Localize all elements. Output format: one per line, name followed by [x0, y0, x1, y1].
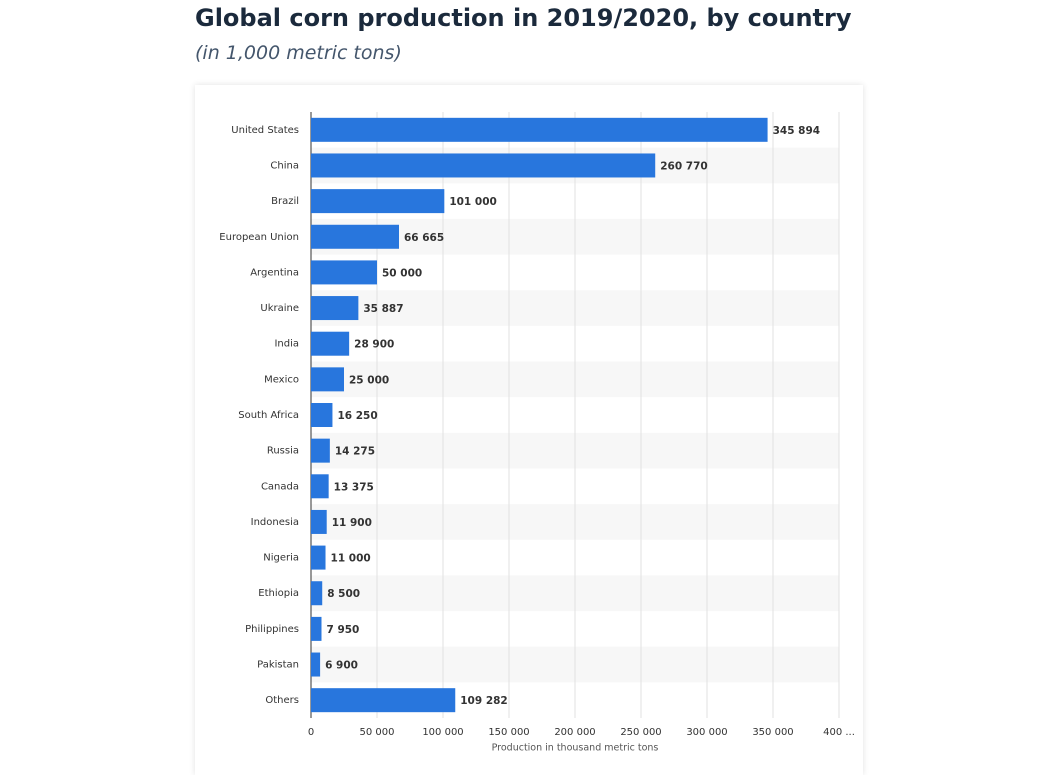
bar — [311, 260, 377, 285]
y-tick-label: Ukraine — [260, 303, 299, 314]
chart-title: Global corn production in 2019/2020, by … — [195, 4, 852, 32]
bar — [311, 403, 333, 427]
x-axis-label: Production in thousand metric tons — [492, 743, 659, 754]
y-tick-label: Others — [265, 695, 299, 706]
value-label: 8 500 — [327, 588, 360, 600]
y-tick-label: Russia — [267, 446, 299, 457]
value-label: 260 770 — [660, 160, 708, 172]
y-tick-label: Ethiopia — [258, 588, 299, 599]
x-tick-label: 250 000 — [620, 727, 661, 738]
value-label: 11 900 — [332, 517, 372, 529]
bar — [311, 367, 344, 392]
bar — [311, 616, 322, 641]
value-label: 345 894 — [773, 125, 821, 137]
bar — [311, 189, 445, 214]
y-tick-label: South Africa — [238, 410, 299, 421]
value-label: 14 275 — [335, 446, 375, 458]
value-label: 16 250 — [337, 410, 377, 422]
bar — [311, 652, 321, 677]
y-tick-label: United States — [231, 125, 299, 136]
y-tick-label: Pakistan — [257, 660, 299, 671]
bar — [311, 224, 399, 249]
y-tick-label: Indonesia — [251, 517, 299, 528]
x-tick-label: 400 ... — [823, 727, 855, 738]
y-tick-label: Argentina — [250, 267, 299, 278]
value-label: 101 000 — [449, 196, 497, 208]
value-label: 109 282 — [460, 695, 508, 707]
x-tick-label: 150 000 — [488, 727, 529, 738]
value-label: 6 900 — [325, 660, 358, 672]
y-tick-label: Philippines — [245, 624, 299, 635]
value-label: 66 665 — [404, 232, 444, 244]
y-tick-label: India — [274, 339, 299, 350]
value-label: 28 900 — [354, 339, 394, 351]
y-tick-label: China — [270, 160, 299, 171]
bar — [311, 331, 350, 356]
bar — [311, 688, 456, 713]
bar — [311, 153, 656, 178]
bar — [311, 581, 323, 606]
y-tick-label: European Union — [219, 232, 299, 243]
x-tick-label: 300 000 — [686, 727, 727, 738]
value-label: 11 000 — [331, 553, 371, 565]
bar — [311, 545, 326, 570]
x-tick-label: 350 000 — [752, 727, 793, 738]
value-label: 25 000 — [349, 374, 389, 386]
chart-subtitle: (in 1,000 metric tons) — [195, 42, 402, 64]
y-tick-label: Brazil — [271, 196, 299, 207]
x-tick-label: 50 000 — [360, 727, 395, 738]
value-label: 7 950 — [326, 624, 359, 636]
y-tick-label: Mexico — [264, 374, 299, 385]
x-tick-label: 0 — [308, 727, 314, 738]
value-label: 50 000 — [382, 267, 422, 279]
bar — [311, 474, 329, 499]
x-tick-label: 200 000 — [554, 727, 595, 738]
bar — [311, 438, 330, 463]
value-label: 35 887 — [363, 303, 403, 315]
bar — [311, 117, 768, 142]
y-tick-label: Canada — [261, 481, 299, 492]
y-tick-label: Nigeria — [263, 553, 299, 564]
bar — [311, 296, 359, 321]
bar — [311, 509, 327, 534]
value-label: 13 375 — [334, 481, 374, 493]
x-tick-label: 100 000 — [422, 727, 463, 738]
